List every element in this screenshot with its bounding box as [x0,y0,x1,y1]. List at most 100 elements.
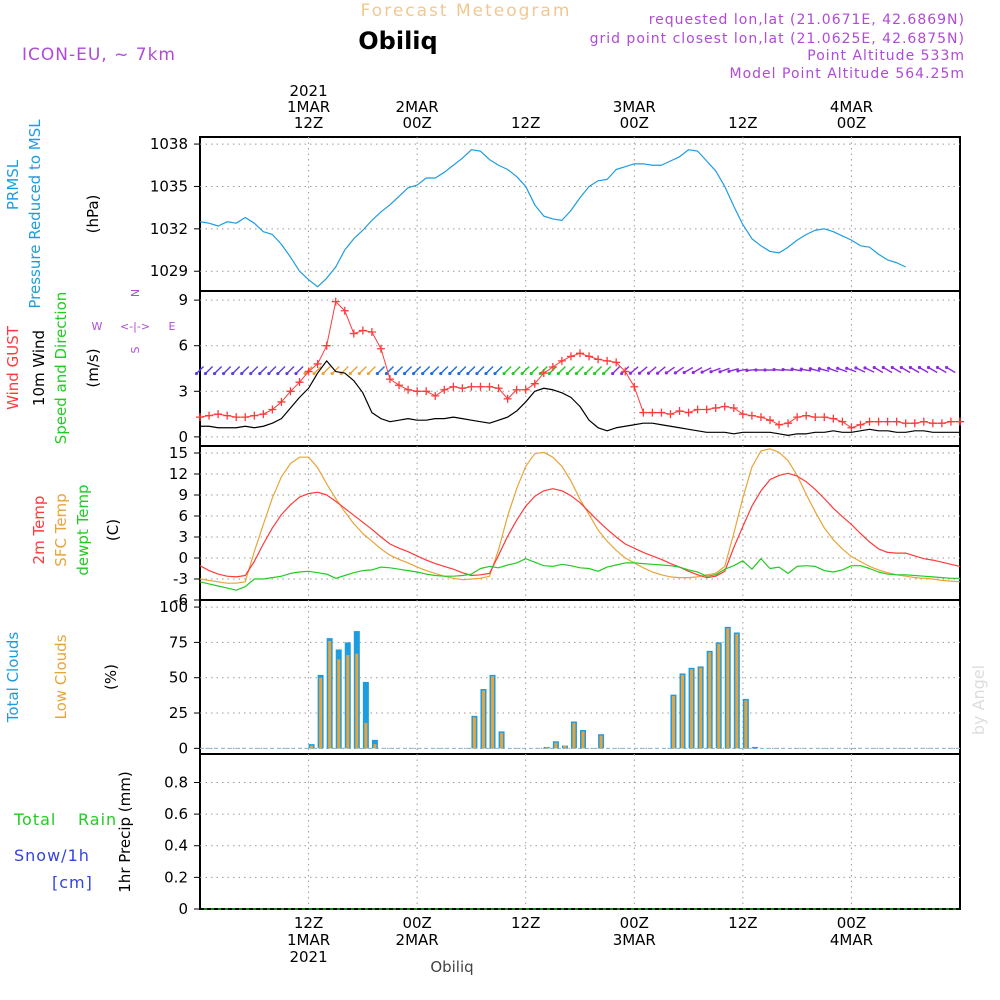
wind-gust-marker [241,413,250,422]
wind-direction-arrow [313,365,322,375]
wind-gust-marker [829,414,838,423]
wind-arrow-head [321,371,325,376]
y-tick-label: 0 [178,739,188,757]
wind-gust-marker [223,411,232,420]
wind-direction-arrow [657,366,666,374]
wind-gust-marker [286,387,295,396]
compass-n: N [129,289,142,297]
y-tick-label: 0 [178,900,188,918]
wind-direction-arrow [376,365,385,375]
wind-direction-arrow [557,365,566,375]
wind-gust-marker [793,413,802,422]
wind-arrow-head [194,371,199,376]
low-cloud-bar [364,722,368,749]
wind-direction-arrow [719,367,730,373]
wind-gust-marker [376,344,385,353]
wind-panel: 0 3 6 9 [178,290,964,447]
wind-direction-arrow [692,366,703,374]
wind-direction-arrow [801,368,812,372]
wind-arrow-head [628,371,633,375]
wind-gust-marker [820,413,829,422]
wind-direction-arrow [250,365,259,375]
wind-arrow-head [484,371,488,376]
wind-arrow-head [872,365,876,370]
wind-arrow-head [763,368,767,372]
wind-gust-marker [576,349,584,358]
wind-gust-marker [386,375,394,384]
wind-direction-arrow [566,365,575,375]
wind-direction-arrow [937,366,947,374]
wind-gust-marker [548,362,557,371]
wind-direction-arrow [503,365,512,375]
wind-gust-marker [404,385,413,394]
wind-gust-marker [919,417,928,426]
wind-direction-arrow [855,367,866,373]
panel-side-label: dewpt Temp [74,484,92,575]
wind-arrow-head [393,371,398,376]
top-time-label: 12Z [728,114,757,132]
precip-unit-label: 1hr Precip (mm) [116,771,134,892]
y-tick-label: 0.4 [164,837,188,855]
bottom-time-label: 00Z [837,914,866,932]
wind-gust-marker [630,382,639,391]
low-cloud-bar [500,732,504,749]
wind-direction-arrow [476,365,485,375]
wind-gust-marker [458,384,467,393]
wind-direction-arrow [214,365,223,375]
wind-arrow-head [736,369,740,373]
wind-arrow-head [899,365,903,370]
wind-direction-arrow [322,365,331,375]
wind-arrow-head [845,366,849,370]
wind-gust-marker [494,384,503,393]
wind-arrow-head [727,369,731,373]
wind-direction-arrow [919,366,929,374]
wind-gust-marker [358,326,367,335]
top-time-label: 12Z [294,114,323,132]
y-tick-label: 1038 [150,135,188,153]
low-cloud-bar [337,659,341,749]
wind-arrow-head [863,366,867,370]
wind-gust-marker [901,419,910,428]
wind-arrow-head [620,371,624,376]
wind-direction-arrow [819,368,830,372]
wind-arrow-head [312,371,316,376]
wind-gust-marker [612,358,621,367]
wind-direction-arrow [422,365,431,375]
wind-arrow-head [466,371,470,376]
wind-arrow-head [375,371,380,376]
wind-arrow-head [448,371,452,376]
wind-direction-arrow [710,367,721,373]
wind-gust-marker [250,411,259,420]
wind-direction-arrow [431,365,440,375]
wind-gust-marker [684,408,693,417]
y-tick-label: 0 [178,428,188,446]
low-cloud-bar [545,746,549,749]
wind-gust-marker [811,413,820,422]
wind-arrow-head [908,365,913,370]
y-tick-label: 9 [178,486,188,504]
wind-gust-marker [214,410,223,419]
clouds-panel: 0 25 50 75 100 [159,598,961,757]
wind-arrow-head [475,371,479,376]
wind-arrow-head [267,371,271,376]
wind-gust-marker [467,382,476,391]
wind-direction-arrow [630,366,639,374]
wind-arrow-head [240,371,244,376]
wind-direction-arrow [367,365,376,375]
top-time-label: 1MAR [287,98,330,116]
wind-direction-arrow [277,365,286,375]
wind-gust-marker [268,405,277,414]
requested-coords: requested lon,lat (21.0671E, 42.6869N) [649,12,965,28]
wind-direction-arrow [603,365,612,375]
wind-gust-marker [395,381,404,390]
wind-direction-arrow [295,365,304,375]
wind-direction-arrow [846,367,857,373]
low-cloud-bar [554,742,558,749]
wind-direction-arrow [349,365,358,375]
wind-arrow-head [772,367,776,372]
wind-arrow-head [384,371,389,376]
wind-gust-marker [340,306,349,315]
low-cloud-bar [599,735,603,749]
wind-direction-arrow [575,365,585,375]
